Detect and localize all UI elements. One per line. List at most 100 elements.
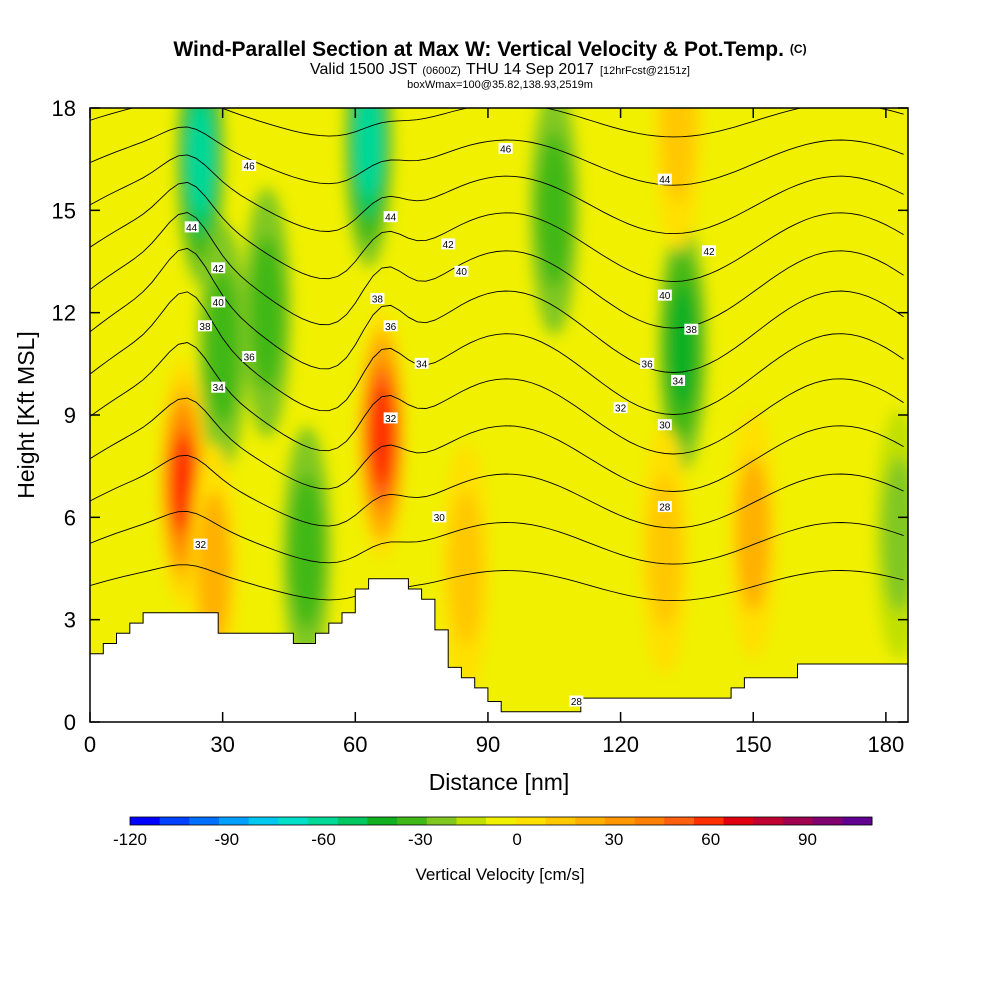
theta-label: 30 [657, 419, 672, 432]
theta-label-bg [432, 511, 447, 523]
theta-label: 40 [657, 289, 672, 302]
theta-contours [90, 108, 904, 602]
theta-label: 42 [702, 245, 717, 258]
theta-label-bg [657, 289, 672, 301]
colorbar-swatch [575, 817, 606, 825]
theta-label-bg [184, 221, 199, 233]
colorbar [129, 816, 873, 826]
colorbar-swatch [782, 817, 814, 825]
updraft-core [448, 491, 483, 646]
theta-label-text: 36 [385, 322, 397, 333]
theta-label: 42 [441, 238, 456, 251]
theta-label-bg [657, 419, 672, 431]
updraft-core [369, 386, 395, 485]
theta-label-text: 46 [244, 161, 256, 172]
theta-label-bg [242, 351, 257, 363]
x-tick-label: 180 [868, 732, 905, 757]
theta-label-bg [242, 159, 257, 171]
theta-label-bg [454, 265, 469, 277]
theta-label-text: 44 [385, 213, 397, 224]
theta-label: 36 [242, 351, 257, 364]
colorbar-tick-label: 60 [701, 830, 720, 849]
theta-label-text: 38 [686, 325, 698, 336]
theta-label-bg [211, 381, 226, 393]
theta-label: 36 [640, 357, 655, 370]
theta-label: 30 [432, 511, 447, 524]
colorbar-tick-label: -30 [408, 830, 433, 849]
y-tick-label: 0 [64, 710, 76, 735]
theta-label: 40 [211, 296, 226, 309]
colorbar-label: Vertical Velocity [cm/s] [415, 865, 584, 884]
theta-label-text: 44 [186, 223, 198, 234]
colorbar-swatch [486, 817, 517, 825]
theta-label: 44 [657, 173, 672, 186]
colorbar-swatch [159, 817, 190, 825]
theta-isoline [90, 510, 904, 565]
theta-label-text: 34 [213, 383, 225, 394]
x-tick-label: 30 [210, 732, 234, 757]
theta-label-bg [441, 238, 456, 250]
theta-label: 32 [193, 538, 208, 551]
forecast-info: [12hrFcst@2151z] [600, 65, 690, 77]
x-tick-label: 0 [84, 732, 96, 757]
theta-isoline [90, 154, 904, 235]
theta-isoline [90, 108, 904, 138]
colorbar-swatch [189, 817, 220, 825]
colorbar-tick-label: 0 [512, 830, 521, 849]
theta-label-text: 38 [372, 295, 384, 306]
colorbar-swatch [753, 817, 784, 825]
theta-label-text: 32 [615, 404, 627, 415]
theta-label: 34 [671, 374, 686, 387]
theta-label-text: 34 [416, 359, 428, 370]
y-axis-label: Height [Kft MSL] [13, 331, 39, 498]
theta-label-text: 32 [195, 540, 207, 551]
theta-label-text: 42 [213, 264, 225, 275]
theta-label: 38 [684, 323, 699, 336]
theta-label-bg [383, 211, 398, 223]
theta-isoline [90, 454, 904, 529]
theta-label-text: 46 [500, 144, 512, 155]
theta-label-bg [640, 357, 655, 369]
theta-label-bg [414, 357, 429, 369]
colorbar-swatch [634, 817, 665, 825]
colorbar-frame [129, 816, 873, 826]
valid-time: Valid 1500 JST [310, 61, 418, 78]
theta-label-bg [684, 323, 699, 335]
colorbar-swatch [308, 817, 339, 825]
theta-label-bg [613, 402, 628, 414]
y-tick-label: 18 [52, 96, 76, 121]
colorbar-swatch [337, 817, 368, 825]
theta-label-text: 36 [642, 359, 654, 370]
theta-label-text: 38 [199, 322, 211, 333]
theta-label-bg [383, 412, 398, 424]
theta-label-bg [671, 374, 686, 386]
theta-label: 32 [613, 402, 628, 415]
theta-label: 36 [383, 320, 398, 333]
theta-label-bg [569, 695, 584, 707]
colorbar-swatch [278, 817, 309, 825]
theta-label: 44 [383, 211, 398, 224]
theta-label-text: 30 [659, 421, 671, 432]
theta-label-text: 40 [213, 298, 225, 309]
theta-isoline [90, 397, 904, 492]
y-tick-label: 6 [64, 505, 76, 530]
colorbar-swatch [693, 817, 725, 825]
theta-isoline [90, 291, 904, 415]
theta-label-text: 44 [659, 175, 671, 186]
terrain [90, 578, 908, 722]
theta-label-bg [370, 293, 385, 305]
theta-label-text: 34 [673, 376, 685, 387]
theta-label: 32 [383, 412, 398, 425]
x-tick-label: 90 [476, 732, 500, 757]
theta-contour-labels: 46 46 44 44 44 42 42 42 40 40 40 38 38 38 36 36 36 34 34 34… [184, 142, 717, 708]
downdraft-core [249, 235, 284, 391]
theta-label-bg [657, 173, 672, 185]
colorbar-swatch [723, 817, 754, 825]
theta-label-text: 32 [385, 414, 397, 425]
theta-isoline [90, 126, 904, 186]
colorbar-swatch [130, 817, 161, 825]
downdraft-core [882, 456, 908, 612]
colorbar-tick-label: -60 [311, 830, 336, 849]
downdraft-core [355, 108, 383, 196]
